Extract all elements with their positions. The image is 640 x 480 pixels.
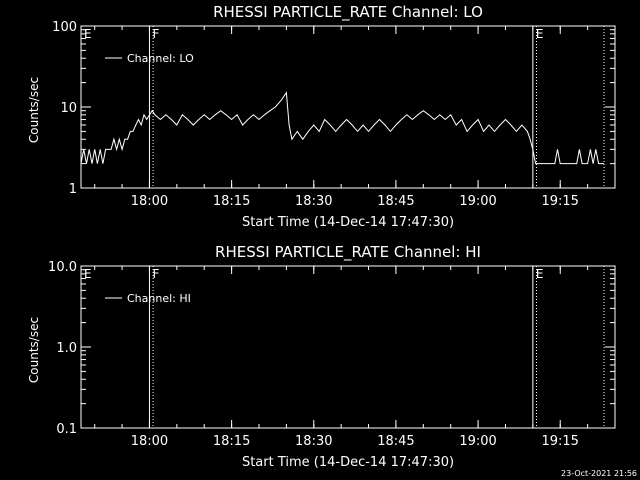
hi-x-tick-label-5: 19:15 [541,434,578,449]
hi-x-tick-label-0: 18:00 [131,434,168,449]
hi-x-tick-label-1: 18:15 [213,434,250,449]
hi-y-tick-label-2: 10.0 [48,260,77,275]
lo-x-tick-label-5: 19:15 [541,194,578,209]
hi-x-tick-label-2: 18:30 [295,434,332,449]
lo-marker-label-0: E [84,27,92,41]
hi-y-tick-label-0: 0.1 [56,422,77,437]
panel-hi-y-axis-label: Counts/sec [27,317,41,383]
lo-marker-label-1: F [152,27,159,41]
panel-hi-title: RHESSI PARTICLE_RATE Channel: HI [215,243,481,262]
lo-y-tick-label-0: 1 [69,182,77,197]
lo-x-tick-label-0: 18:00 [131,194,168,209]
panel-lo-title: RHESSI PARTICLE_RATE Channel: LO [213,3,483,22]
hi-x-tick-label-4: 19:00 [459,434,496,449]
panel-hi-legend: Channel: HI [105,292,191,305]
hi-marker-label-3: E [536,267,544,281]
hi-y-tick-label-1: 1.0 [56,341,77,356]
creation-timestamp: 23-Oct-2021 21:56 [561,469,637,478]
lo-x-tick-label-4: 19:00 [459,194,496,209]
panel-hi: RHESSI PARTICLE_RATE Channel: HI Counts/… [27,243,616,470]
lo-x-tick-label-3: 18:45 [377,194,414,209]
lo-marker-label-3: E [536,27,544,41]
panel-lo-legend: Channel: LO [105,52,194,65]
lo-x-tick-label-1: 18:15 [213,194,250,209]
panel-lo: RHESSI PARTICLE_RATE Channel: LO Counts/… [27,3,616,230]
lo-y-tick-label-1: 10 [60,101,77,116]
lo-series-line-0 [80,91,604,165]
hi-marker-label-0: E [84,267,92,281]
panel-lo-legend-label: Channel: LO [127,52,194,65]
lo-y-tick-label-2: 100 [52,20,77,35]
lo-x-tick-label-2: 18:30 [295,194,332,209]
panel-lo-x-axis-label: Start Time (14-Dec-14 17:47:30) [242,215,454,230]
panel-hi-marks: 18:00 18:15 18:30 18:45 19:00 19:15 0.1 1.0 10.0… [48,260,616,449]
panel-lo-y-axis-label: Counts/sec [27,77,41,143]
panel-hi-x-axis-label: Start Time (14-Dec-14 17:47:30) [242,455,454,470]
hi-marker-label-1: F [152,267,159,281]
hi-x-tick-label-3: 18:45 [377,434,414,449]
panel-hi-legend-label: Channel: HI [127,292,191,305]
panel-lo-marks: 18:00 18:15 18:30 18:45 19:00 19:15 1 10 100 E F E [52,20,616,209]
